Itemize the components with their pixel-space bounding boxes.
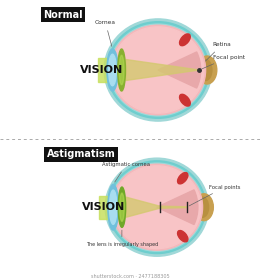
- Ellipse shape: [107, 22, 209, 118]
- Text: VISION: VISION: [80, 65, 123, 75]
- Ellipse shape: [178, 230, 188, 242]
- Ellipse shape: [112, 27, 204, 113]
- Ellipse shape: [109, 190, 117, 224]
- Polygon shape: [99, 196, 108, 219]
- Ellipse shape: [180, 94, 190, 106]
- Ellipse shape: [194, 194, 213, 221]
- Text: Retina: Retina: [205, 42, 231, 61]
- Polygon shape: [98, 58, 108, 82]
- Ellipse shape: [110, 25, 206, 115]
- Text: VISION: VISION: [82, 202, 125, 212]
- Ellipse shape: [110, 163, 204, 251]
- Text: Cornea: Cornea: [95, 20, 116, 46]
- Text: Astigmatic cornea: Astigmatic cornea: [102, 162, 151, 182]
- Wedge shape: [158, 52, 201, 88]
- Ellipse shape: [197, 56, 217, 84]
- Ellipse shape: [119, 55, 124, 85]
- Ellipse shape: [180, 34, 190, 46]
- Ellipse shape: [113, 166, 201, 249]
- Ellipse shape: [118, 187, 126, 227]
- Ellipse shape: [107, 49, 118, 91]
- Ellipse shape: [104, 19, 212, 121]
- Ellipse shape: [109, 24, 207, 116]
- Text: Focal points: Focal points: [189, 185, 241, 206]
- Ellipse shape: [108, 184, 119, 230]
- Ellipse shape: [109, 54, 116, 86]
- Text: Focal point: Focal point: [202, 55, 245, 69]
- Ellipse shape: [178, 172, 188, 184]
- Ellipse shape: [120, 193, 124, 221]
- Text: The lens is irregularly shaped: The lens is irregularly shaped: [86, 230, 158, 247]
- Ellipse shape: [105, 158, 209, 256]
- Text: Astigmatism: Astigmatism: [47, 150, 115, 159]
- Ellipse shape: [108, 161, 206, 254]
- Ellipse shape: [118, 49, 126, 91]
- Polygon shape: [126, 197, 187, 217]
- Ellipse shape: [199, 60, 212, 81]
- Wedge shape: [157, 190, 198, 225]
- Ellipse shape: [197, 197, 209, 217]
- Text: Normal: Normal: [43, 10, 83, 20]
- Polygon shape: [126, 60, 199, 81]
- Ellipse shape: [111, 164, 203, 250]
- Text: shutterstock.com · 2477188305: shutterstock.com · 2477188305: [91, 274, 169, 279]
